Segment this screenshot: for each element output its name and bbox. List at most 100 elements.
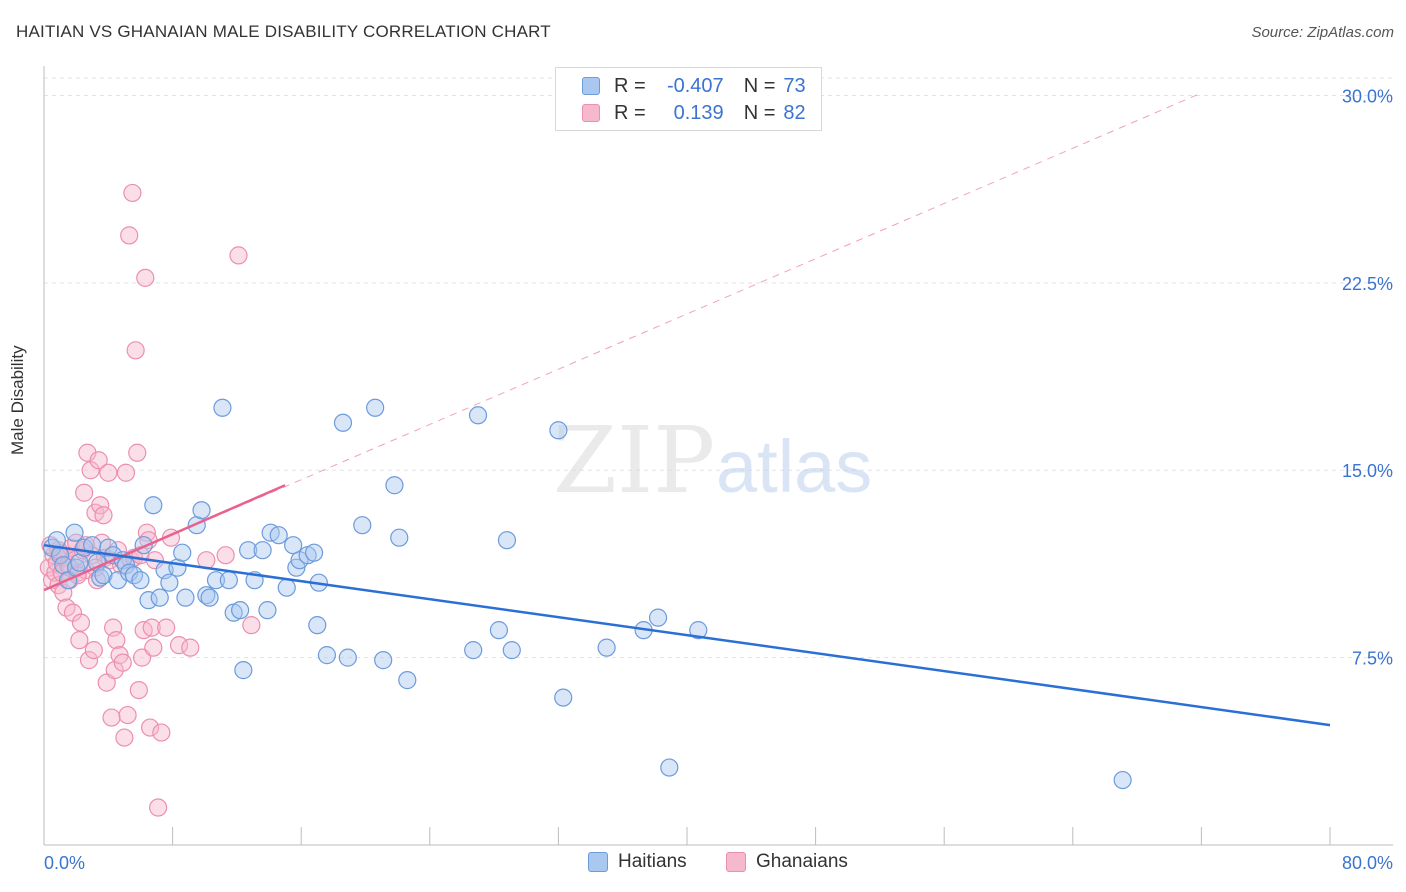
haitian-point (464, 641, 483, 660)
haitian-point (308, 616, 327, 635)
legend-item-haitians[interactable]: Haitians (588, 851, 687, 873)
haitian-point (554, 688, 573, 707)
legend-r-label: R = (614, 101, 646, 124)
haitian-point (231, 601, 250, 620)
ghanaian-point (181, 638, 200, 657)
y-axis-label: Male Disability (8, 345, 27, 455)
ghanaian-point (126, 341, 145, 360)
legend-r-value: 0.139 (673, 101, 724, 124)
haitian-point (333, 413, 353, 432)
haitian-point (47, 531, 66, 550)
haitian-point (277, 578, 296, 597)
correlation-legend: R = -0.407 N = 73 R = 0.139 N = 82 (555, 67, 822, 131)
ghanaian-point (113, 653, 132, 672)
ghanaian-point (79, 651, 99, 670)
ghanaian-point (169, 636, 189, 655)
legend-n-value: 73 (783, 74, 806, 97)
ghanaian-point (129, 681, 148, 700)
haitian-point (219, 571, 238, 590)
haitian-point (94, 566, 113, 585)
haitian-point (489, 621, 509, 640)
ghanaian-point (118, 705, 137, 725)
legend-item-ghanaians[interactable]: Ghanaians (726, 851, 848, 873)
haitian-series (42, 398, 1132, 790)
haitian-point (206, 571, 226, 590)
haitian-point (269, 526, 288, 545)
source-label: Source: ZipAtlas.com (1251, 24, 1394, 41)
haitian-trend-line (43, 543, 1331, 727)
haitian-point (689, 621, 708, 640)
ghanaian-point (120, 226, 139, 245)
ghanaian-trend-line (43, 484, 286, 592)
ghanaian-point (94, 506, 113, 525)
haitian-point (353, 516, 372, 535)
ghanaian-point (136, 268, 155, 287)
ghanaian-point (84, 641, 103, 660)
haitian-point (91, 568, 110, 587)
legend-swatch-ghanaians (582, 104, 600, 122)
haitian-point (338, 648, 357, 667)
legend-label-haitians: Haitians (618, 851, 687, 872)
haitian-point (497, 531, 517, 550)
haitian-point (144, 496, 163, 515)
ghanaian-point (89, 451, 108, 470)
haitian-point (284, 536, 303, 555)
axes (43, 66, 1393, 846)
ghanaian-point (102, 708, 121, 727)
y-tick-label: 15.0% (1342, 461, 1393, 481)
legend-n-label: N = (743, 101, 776, 124)
x-tick-label-min: 0.0% (44, 853, 85, 873)
haitian-point (385, 476, 404, 495)
haitian-point (374, 651, 393, 670)
haitian-point (390, 528, 409, 547)
haitian-point (197, 586, 216, 605)
haitian-point (468, 406, 488, 425)
legend-swatch-ghanaians (726, 852, 746, 872)
legend-r-value: -0.407 (666, 74, 724, 97)
haitian-point (200, 588, 219, 607)
ghanaian-point (152, 723, 171, 742)
haitian-point (176, 588, 195, 607)
haitian-point (502, 641, 521, 660)
legend-n-label: N = (743, 74, 776, 97)
y-tick-label: 22.5% (1342, 274, 1393, 294)
legend-n-value: 82 (783, 101, 806, 124)
legend-swatch-haitians (582, 77, 600, 95)
haitian-point (70, 553, 89, 572)
haitian-point (139, 591, 158, 610)
haitian-point (398, 671, 417, 690)
haitian-point (192, 501, 211, 520)
haitian-point (597, 638, 616, 657)
haitian-point (168, 558, 187, 577)
ghanaian-point (115, 728, 134, 747)
haitian-point (234, 661, 253, 680)
ghanaian-point (107, 631, 126, 650)
haitian-point (366, 398, 385, 417)
x-tick-label-max: 80.0% (1342, 853, 1393, 873)
legend-swatch-haitians (588, 852, 608, 872)
haitian-point (258, 601, 277, 620)
legend-r-label: R = (614, 74, 646, 97)
ghanaian-point (128, 443, 147, 462)
haitian-point (304, 543, 324, 562)
haitian-point (253, 541, 272, 560)
haitian-point (549, 421, 568, 440)
ghanaian-point (149, 798, 168, 817)
y-tick-label: 30.0% (1342, 86, 1393, 106)
legend-row-ghanaians: R = 0.139 N = 82 (582, 101, 806, 125)
legend-row-haitians: R = -0.407 N = 73 (582, 74, 806, 98)
ghanaian-point (142, 618, 161, 637)
watermark-atlas: atlas (716, 425, 872, 508)
series-legend: Haitians Ghanaians (0, 851, 1406, 879)
haitian-point (150, 588, 169, 607)
watermark-zip: ZIP (553, 407, 715, 514)
haitian-point (239, 541, 258, 560)
haitian-point (131, 571, 150, 590)
haitian-point (317, 646, 337, 665)
ghanaian-point (99, 463, 118, 482)
tick-labels: 7.5% 15.0% 22.5% 30.0% 0.0% 80.0% (44, 86, 1393, 873)
ghanaian-point (123, 183, 142, 203)
haitian-point (65, 523, 84, 542)
ghanaian-point (229, 246, 248, 265)
ghanaian-point (70, 631, 89, 650)
